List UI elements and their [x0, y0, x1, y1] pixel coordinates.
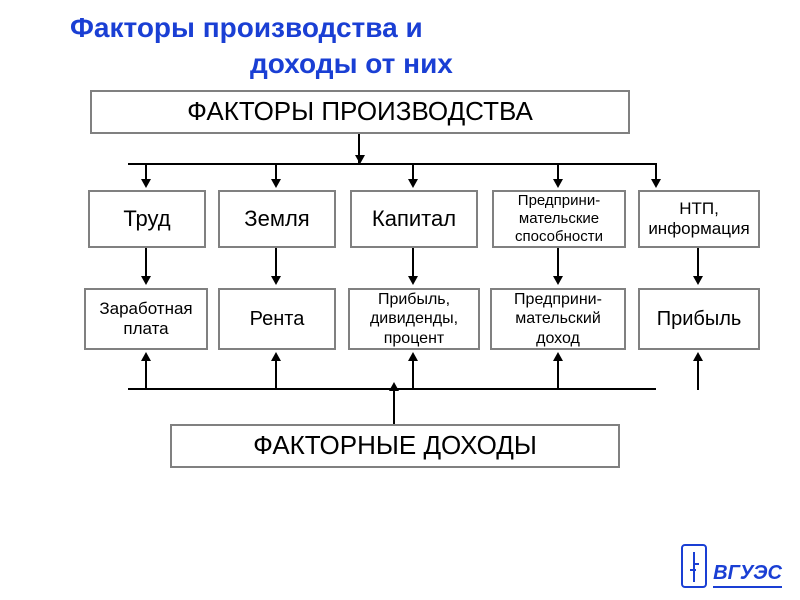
factor-box-labor: Труд: [88, 190, 206, 248]
arrow-down-icon: [408, 179, 418, 188]
arrow-down-icon: [553, 179, 563, 188]
connector: [697, 248, 699, 278]
connector: [557, 248, 559, 278]
connector: [145, 248, 147, 278]
income-box-profit-dividends: Прибыль, дивиденды, процент: [348, 288, 480, 350]
top-box-factors: ФАКТОРЫ ПРОИЗВОДСТВА: [90, 90, 630, 134]
arrow-up-icon: [389, 382, 399, 391]
arrow-up-icon: [553, 352, 563, 361]
connector: [557, 360, 559, 390]
logo: ВГУЭС: [681, 544, 782, 588]
factor-box-ntp: НТП, информация: [638, 190, 760, 248]
factor-box-land: Земля: [218, 190, 336, 248]
arrow-up-icon: [693, 352, 703, 361]
arrow-up-icon: [271, 352, 281, 361]
income-box-rent: Рента: [218, 288, 336, 350]
arrow-down-icon: [141, 179, 151, 188]
income-box-profit: Прибыль: [638, 288, 760, 350]
page-title-line1: Факторы производства и: [70, 12, 423, 44]
connector: [412, 248, 414, 278]
arrow-down-icon: [355, 155, 365, 164]
arrow-down-icon: [651, 179, 661, 188]
arrow-down-icon: [141, 276, 151, 285]
connector: [697, 360, 699, 390]
arrow-down-icon: [693, 276, 703, 285]
page-title-line2: доходы от них: [250, 48, 453, 80]
connector: [412, 360, 414, 390]
connector: [393, 388, 395, 424]
connector: [275, 248, 277, 278]
factor-box-entrepreneurship: Предприни- мательские способности: [492, 190, 626, 248]
arrow-up-icon: [408, 352, 418, 361]
income-box-entrepreneur-income: Предприни- мательский доход: [490, 288, 626, 350]
bottom-box-incomes: ФАКТОРНЫЕ ДОХОДЫ: [170, 424, 620, 468]
arrow-down-icon: [271, 276, 281, 285]
connector: [145, 360, 147, 390]
factor-box-capital: Капитал: [350, 190, 478, 248]
connector: [275, 360, 277, 390]
income-box-wage: Заработная плата: [84, 288, 208, 350]
arrow-down-icon: [553, 276, 563, 285]
connector: [128, 163, 656, 165]
arrow-down-icon: [408, 276, 418, 285]
arrow-up-icon: [141, 352, 151, 361]
logo-text: ВГУЭС: [713, 562, 782, 588]
arrow-down-icon: [271, 179, 281, 188]
logo-icon: [681, 544, 707, 588]
